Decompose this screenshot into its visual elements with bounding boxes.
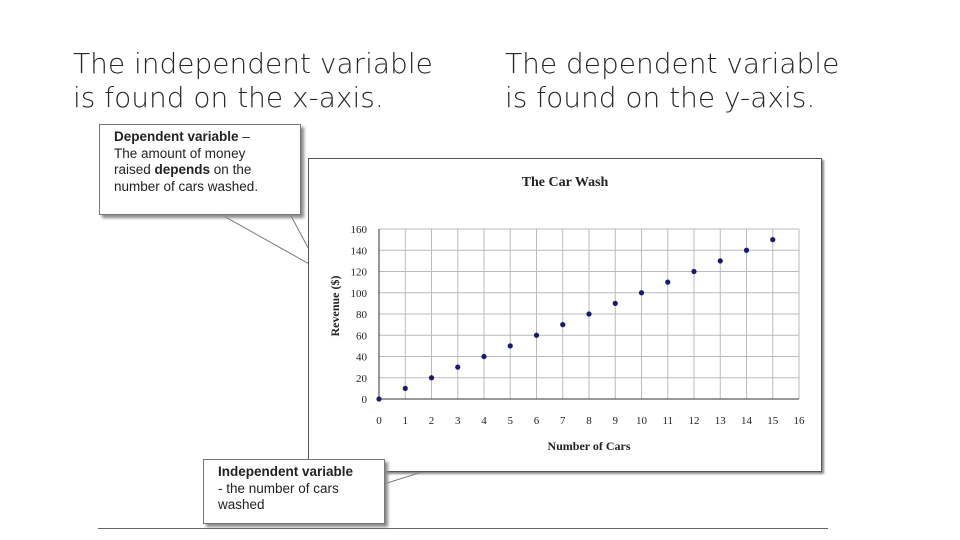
x-tick-label: 4 [481,415,487,427]
dependent-callout-line-2: The amount of money [114,145,246,161]
heading-independent-line-2: is found on the x-axis. [73,81,384,114]
chart-axes [378,229,799,400]
dependent-callout-line-3-post: on the [210,162,252,177]
dependent-callout-pointer [218,213,322,272]
data-point [665,279,671,285]
y-tick-label: 160 [351,224,368,236]
data-point [586,311,592,317]
data-point [717,258,723,264]
x-tick-label: 16 [794,415,806,427]
y-tick-labels: 0 20 40 60 80 100 120 140 160 [351,224,368,406]
x-tick-label: 14 [741,415,753,427]
data-point [481,353,487,360]
x-tick-label: 7 [560,415,566,427]
heading-independent-line-1: The independent variable [73,47,433,80]
data-point [743,247,750,253]
dependent-callout-depends: depends [154,162,211,177]
y-tick-label: 0 [362,394,368,406]
heading-dependent: The dependent variable is found on the y… [505,47,839,115]
x-tick-label: 5 [508,415,514,427]
data-point [638,290,645,296]
x-tick-label: 15 [767,415,779,427]
x-axis-label: Number of Cars [547,439,630,453]
data-point [376,396,382,402]
data-point [455,364,461,370]
dependent-variable-callout: Dependent variable – The amount of money… [99,124,301,215]
x-tick-label: 11 [662,415,673,427]
data-point [691,268,697,275]
data-point [507,343,513,349]
y-tick-label: 80 [356,309,368,321]
x-tick-label: 3 [455,415,461,427]
y-tick-label: 20 [356,373,368,385]
data-point [770,237,776,243]
x-tick-labels: 0 1 2 3 4 5 6 7 8 9 10 11 12 13 14 15 16 [376,415,805,427]
dependent-callout-line-4: number of cars washed. [114,178,259,194]
y-tick-label: 40 [356,352,368,364]
data-point [402,385,408,391]
x-tick-label: 10 [636,415,648,427]
independent-callout-line-2: - the number of cars [218,480,339,496]
y-tick-label: 120 [351,267,368,279]
data-point [428,375,435,381]
x-tick-label: 2 [429,415,435,427]
x-tick-label: 8 [586,415,592,427]
x-tick-label: 9 [613,415,619,427]
y-tick-label: 100 [351,288,368,300]
dependent-callout-line-3-pre: raised [114,162,155,177]
dependent-callout-dash: – [238,129,250,144]
independent-variable-callout: Independent variable - the number of car… [203,459,385,524]
heading-dependent-line-2: is found on the y-axis. [505,81,816,114]
dependent-callout-label: Dependent variable [114,129,239,144]
x-tick-label: 0 [376,415,382,427]
x-tick-label: 13 [715,415,727,427]
x-tick-label: 6 [534,415,540,427]
data-point [560,322,566,328]
independent-callout-line-3: washed [218,497,265,512]
independent-callout-label: Independent variable [218,464,354,479]
heading-dependent-line-1: The dependent variable [505,47,840,80]
bottom-rule [98,528,828,529]
y-axis-label: Revenue ($) [328,276,342,337]
data-point [533,332,540,338]
data-points [376,237,776,402]
y-tick-label: 140 [351,245,368,257]
x-tick-label: 12 [689,415,700,427]
chart-title: The Car Wash [522,175,609,190]
x-tick-label: 1 [403,415,409,427]
heading-independent: The independent variable is found on the… [73,47,433,115]
data-point [612,300,618,306]
y-tick-label: 60 [356,330,368,342]
